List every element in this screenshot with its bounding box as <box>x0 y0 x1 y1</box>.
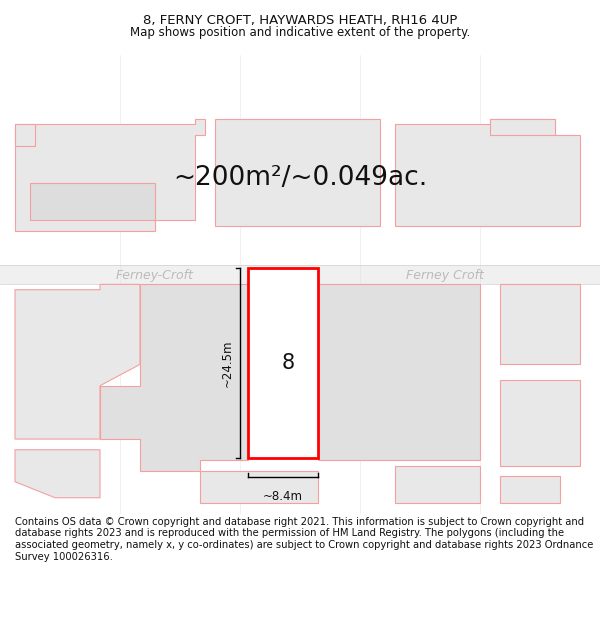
Polygon shape <box>395 119 580 226</box>
Text: Map shows position and indicative extent of the property.: Map shows position and indicative extent… <box>130 26 470 39</box>
Polygon shape <box>15 284 140 439</box>
Polygon shape <box>490 119 555 135</box>
Text: ~8.4m: ~8.4m <box>263 490 303 503</box>
Polygon shape <box>215 119 380 226</box>
Text: 8, FERNY CROFT, HAYWARDS HEATH, RH16 4UP: 8, FERNY CROFT, HAYWARDS HEATH, RH16 4UP <box>143 14 457 27</box>
Text: 8: 8 <box>281 353 295 373</box>
Polygon shape <box>500 284 580 364</box>
Polygon shape <box>15 119 205 231</box>
Polygon shape <box>100 284 248 471</box>
Polygon shape <box>15 124 35 146</box>
Polygon shape <box>500 476 560 503</box>
Polygon shape <box>318 284 480 461</box>
Polygon shape <box>395 466 480 503</box>
Text: Ferney-Croft: Ferney-Croft <box>116 269 194 282</box>
Bar <box>248 268 318 458</box>
Text: ~200m²/~0.049ac.: ~200m²/~0.049ac. <box>173 165 427 191</box>
Polygon shape <box>500 381 580 466</box>
Text: ~24.5m: ~24.5m <box>221 339 234 387</box>
Polygon shape <box>30 183 155 221</box>
Bar <box>0 265 600 284</box>
Polygon shape <box>200 471 318 503</box>
Polygon shape <box>15 450 100 498</box>
Text: Ferney Croft: Ferney Croft <box>406 269 484 282</box>
Text: Contains OS data © Crown copyright and database right 2021. This information is : Contains OS data © Crown copyright and d… <box>15 517 593 562</box>
